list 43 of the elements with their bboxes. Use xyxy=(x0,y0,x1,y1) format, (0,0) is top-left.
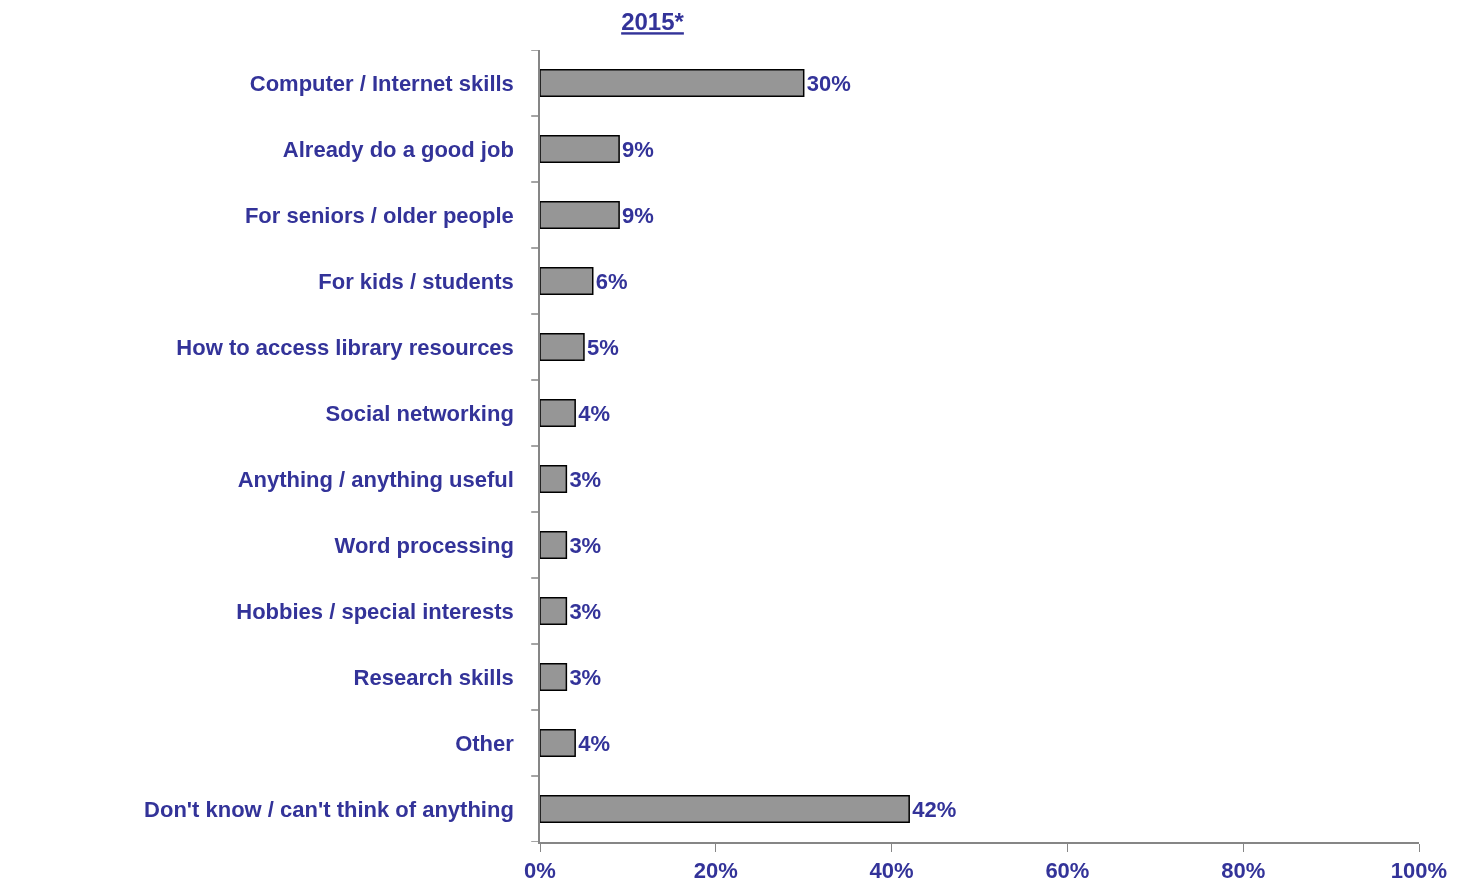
bar xyxy=(540,531,568,559)
data-label: 5% xyxy=(586,334,619,360)
x-tick-label: 80% xyxy=(1221,858,1266,884)
data-label: 9% xyxy=(622,202,654,228)
y-tick-label: Social networking xyxy=(325,400,514,426)
bar xyxy=(540,729,576,757)
y-tick-label: Hobbies / special interests xyxy=(236,598,514,624)
bar xyxy=(540,69,805,97)
bar xyxy=(540,795,910,823)
y-tick-label: Anything / anything useful xyxy=(237,466,514,492)
y-tick-label: Other xyxy=(455,730,515,756)
chart-title: 2015* xyxy=(621,8,685,36)
y-tick-label: How to access library resources xyxy=(176,334,514,360)
bar xyxy=(540,663,568,691)
bar xyxy=(540,201,620,229)
x-tick-label: 0% xyxy=(524,858,556,884)
x-tick-label: 100% xyxy=(1390,858,1448,884)
data-label: 3% xyxy=(569,598,602,624)
y-tick-label: Already do a good job xyxy=(282,136,514,162)
data-label: 6% xyxy=(595,268,628,294)
y-tick-label: Research skills xyxy=(353,664,514,690)
y-tick-label: Computer / Internet skills xyxy=(249,70,514,96)
y-tick-label: For seniors / older people xyxy=(244,202,514,228)
y-tick-label: For kids / students xyxy=(318,268,514,294)
bar xyxy=(540,333,585,361)
bar xyxy=(540,597,568,625)
bar xyxy=(540,399,576,427)
y-tick-label: Word processing xyxy=(334,532,514,558)
bar xyxy=(540,135,620,163)
data-label: 9% xyxy=(622,136,654,162)
data-label: 42% xyxy=(912,796,957,822)
x-tick-label: 20% xyxy=(693,858,738,884)
y-tick-label: Don't know / can't think of anything xyxy=(144,796,514,822)
data-label: 3% xyxy=(569,664,602,690)
bar xyxy=(540,267,594,295)
x-tick-label: 40% xyxy=(869,858,914,884)
data-label: 4% xyxy=(578,730,610,756)
data-label: 3% xyxy=(569,532,602,558)
data-label: 4% xyxy=(578,400,610,426)
data-label: 3% xyxy=(569,466,602,492)
x-tick-label: 60% xyxy=(1045,858,1090,884)
bar xyxy=(540,465,568,493)
data-label: 30% xyxy=(806,70,851,96)
